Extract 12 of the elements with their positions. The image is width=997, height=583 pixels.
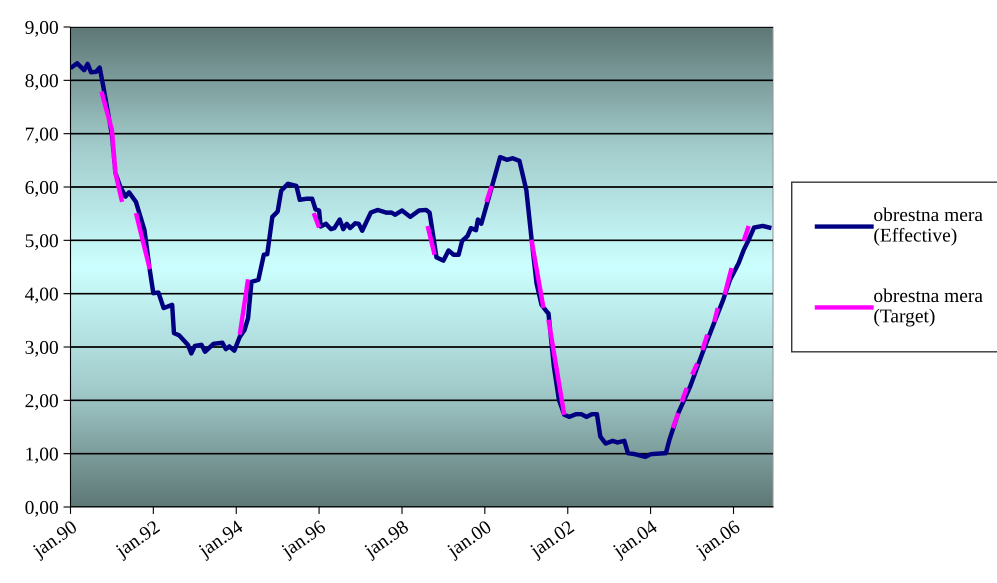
y-tick-label: 9,00 [25, 20, 58, 37]
y-tick-label: 5,00 [26, 234, 58, 250]
y-tick-label: 1,00 [26, 447, 58, 464]
legend-label: obrestna mera (Target) [874, 288, 983, 326]
y-tick-label: 3,00 [26, 340, 58, 357]
y-tick-label: 0,00 [25, 500, 58, 517]
legend-label: obrestna mera (Effective) [874, 208, 983, 246]
y-tick-label: 7,00 [26, 127, 58, 144]
y-tick-label: 4,00 [25, 287, 58, 304]
y-tick-label: 2,00 [26, 394, 58, 410]
y-tick-label: 8,00 [25, 74, 58, 90]
y-tick-label: 6,00 [26, 180, 58, 197]
